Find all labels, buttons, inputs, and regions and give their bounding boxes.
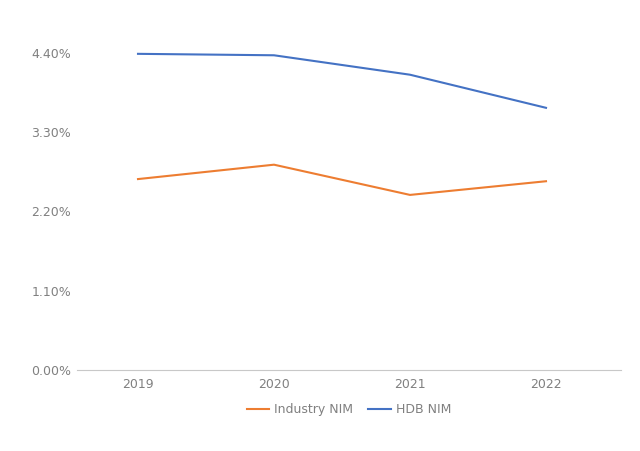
Line: Industry NIM: Industry NIM [138, 165, 546, 195]
Industry NIM [406, 192, 414, 198]
Legend: Industry NIM, HDB NIM: Industry NIM, HDB NIM [242, 398, 456, 421]
Industry NIM [134, 176, 142, 182]
HDB NIM [406, 72, 414, 78]
HDB NIM [134, 51, 142, 56]
HDB NIM [542, 105, 550, 110]
Industry NIM [542, 179, 550, 184]
Industry NIM [270, 162, 278, 167]
HDB NIM [270, 53, 278, 58]
Line: HDB NIM: HDB NIM [138, 54, 546, 108]
